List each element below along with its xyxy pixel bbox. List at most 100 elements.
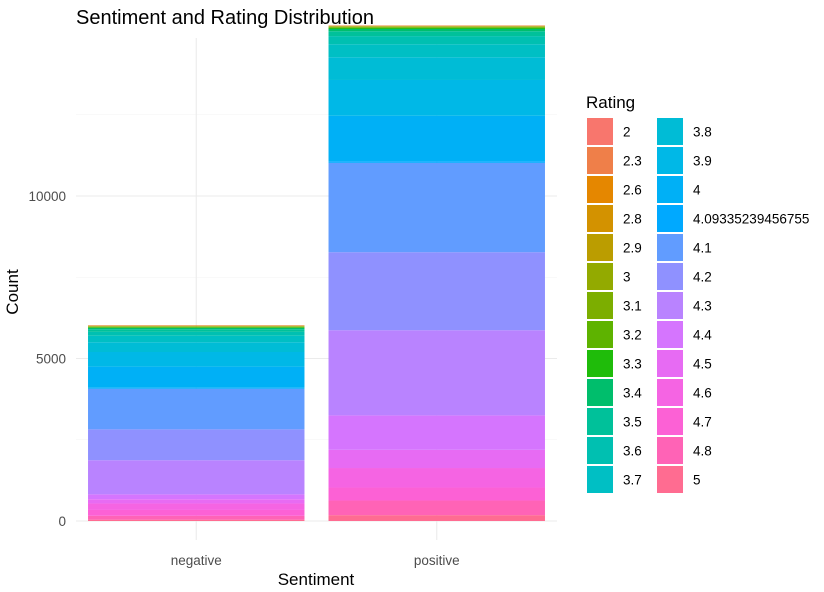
bar-segment: [328, 515, 545, 521]
bar-segment: [328, 27, 545, 28]
legend-item: 3: [587, 263, 631, 290]
legend-label: 4.09335239456755: [693, 212, 809, 227]
legend-swatch: [587, 176, 613, 203]
bar-segment: [328, 36, 545, 45]
bar-segment: [328, 28, 545, 32]
legend-item: 3.7: [587, 466, 642, 493]
legend-item: 4.7: [657, 408, 712, 435]
y-axis-title: Count: [3, 269, 22, 315]
legend-label: 3.2: [623, 328, 642, 343]
legend-item: 3.4: [587, 379, 642, 406]
legend-swatch: [657, 147, 683, 174]
legend-swatch: [587, 466, 613, 493]
legend-swatch: [587, 437, 613, 464]
legend-label: 4.3: [693, 299, 712, 314]
legend-item: 4.1: [657, 234, 712, 261]
legend-swatch: [657, 321, 683, 348]
legend-item: 3.8: [657, 118, 712, 145]
bar-segment: [328, 27, 545, 29]
legend-swatch: [657, 466, 683, 493]
legend-label: 2.6: [623, 183, 642, 198]
bar-segment: [88, 329, 305, 332]
legend-swatch: [657, 292, 683, 319]
bar-segment: [88, 387, 305, 389]
bar-segment: [88, 509, 305, 516]
legend-swatch: [657, 408, 683, 435]
legend-label: 4: [693, 183, 701, 198]
legend-item: 3.2: [587, 321, 642, 348]
bar-segment: [88, 499, 305, 504]
x-axis-ticks: negative positive: [171, 553, 460, 568]
y-tick-label: 5000: [36, 352, 66, 367]
legend-label: 2.9: [623, 241, 642, 256]
legend-item: 4.6: [657, 379, 712, 406]
legend-label: 3.9: [693, 154, 712, 169]
legend-swatch: [587, 263, 613, 290]
bar-segment: [88, 366, 305, 388]
bar-segment: [328, 115, 545, 162]
bar-segment: [328, 161, 545, 163]
bar-segment: [88, 342, 305, 352]
y-tick-label: 10000: [28, 189, 66, 204]
legend-item: 3.3: [587, 350, 642, 377]
plot-panel: 0 5000 10000 negative positive: [28, 25, 557, 568]
legend-swatch: [587, 379, 613, 406]
legend-swatch: [587, 147, 613, 174]
bar-segment: [88, 327, 305, 330]
legend-swatch: [657, 176, 683, 203]
legend-item: 4.2: [657, 263, 712, 290]
legend-item: 2: [587, 118, 631, 145]
legend-item: 4.8: [657, 437, 712, 464]
legend-label: 2: [623, 125, 631, 140]
legend-swatch: [587, 234, 613, 261]
legend-label: 4.8: [693, 444, 712, 459]
legend-item: 4: [657, 176, 701, 203]
bar-segment: [328, 487, 545, 501]
legend-swatch: [587, 408, 613, 435]
bar-segment: [328, 162, 545, 253]
legend-label: 3.4: [623, 386, 642, 401]
bar-segment: [328, 31, 545, 37]
legend-item: 2.3: [587, 147, 642, 174]
legend-item: 2.6: [587, 176, 642, 203]
legend-swatch: [587, 118, 613, 145]
legend-label: 2.8: [623, 212, 642, 227]
legend-item: 4.3: [657, 292, 712, 319]
legend-label: 3.8: [693, 125, 712, 140]
legend-title: Rating: [586, 93, 635, 112]
legend-swatch: [657, 379, 683, 406]
y-axis-ticks: 0 5000 10000: [28, 189, 66, 529]
bar-segment: [328, 449, 545, 469]
bar-segment: [328, 79, 545, 116]
legend-label: 3.6: [623, 444, 642, 459]
x-axis-title: Sentiment: [278, 570, 355, 589]
legend-item: 4.4: [657, 321, 712, 348]
legend-swatch: [587, 205, 613, 232]
legend-item: 4.5: [657, 350, 712, 377]
bar-segment: [88, 429, 305, 461]
legend-swatch: [657, 118, 683, 145]
bar-segment: [328, 252, 545, 331]
legend-label: 4.7: [693, 415, 712, 430]
bar-segment: [88, 494, 305, 500]
bar-segment: [88, 335, 305, 343]
legend-item: 4.09335239456755: [657, 205, 809, 232]
legend-item: 5: [657, 466, 701, 493]
legend-item: 2.8: [587, 205, 642, 232]
legend-swatch: [657, 437, 683, 464]
legend-label: 3.7: [623, 473, 642, 488]
legend-label: 3.5: [623, 415, 642, 430]
legend-swatch: [587, 350, 613, 377]
legend-label: 4.6: [693, 386, 712, 401]
legend-item: 3.9: [657, 147, 712, 174]
bar-segment: [328, 57, 545, 80]
legend-items: 2 2.3 2.6 2.8 2.9 3 3.1 3.2 3.3 3.4 3.5 3.6 3.7 3.8 3.…: [587, 118, 809, 493]
x-tick-label: positive: [414, 553, 460, 568]
bar-segment: [88, 519, 305, 521]
bar-segment: [328, 415, 545, 450]
bar-segment: [328, 500, 545, 516]
legend-swatch: [657, 263, 683, 290]
legend-swatch: [657, 234, 683, 261]
legend-label: 4.2: [693, 270, 712, 285]
